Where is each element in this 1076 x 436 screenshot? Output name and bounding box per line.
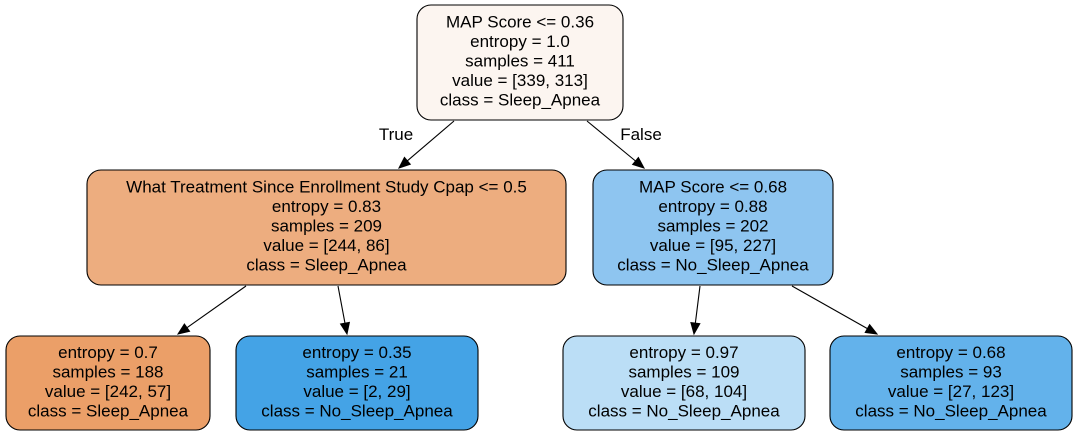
- edge-line: [337, 285, 346, 324]
- node-line: class = No_Sleep_Apnea: [261, 401, 453, 420]
- node-box: [562, 335, 806, 431]
- node-line: value = [244, 86]: [263, 236, 389, 255]
- edge-line: [694, 285, 701, 324]
- node-line: entropy = 0.7: [58, 343, 158, 362]
- node-line: entropy = 1.0: [470, 32, 570, 51]
- node-line: class = No_Sleep_Apnea: [617, 256, 809, 275]
- node-line: class = Sleep_Apnea: [28, 401, 189, 420]
- arrowhead: [339, 321, 351, 336]
- edges-layer: True False: [176, 120, 879, 336]
- arrowhead: [690, 321, 701, 336]
- tree-edge-left-leaf1: [176, 285, 247, 335]
- node-line: samples = 21: [306, 362, 408, 381]
- node-box: [592, 169, 834, 286]
- tree-edge-root-right: False: [586, 120, 662, 169]
- edge-label-false: False: [620, 125, 662, 144]
- node-line: value = [242, 57]: [45, 382, 171, 401]
- tree-edge-right-leaf3: [690, 285, 701, 336]
- node-line: value = [339, 313]: [452, 71, 588, 90]
- node-line: MAP Score <= 0.36: [446, 13, 594, 32]
- tree-node-left: What Treatment Since Enrollment Study Cp…: [86, 169, 567, 286]
- arrowhead: [397, 156, 412, 169]
- edge-line: [586, 120, 636, 162]
- node-box: [86, 169, 567, 286]
- node-line: entropy = 0.88: [658, 197, 767, 216]
- node-box: [235, 335, 479, 431]
- node-line: value = [68, 104]: [621, 382, 747, 401]
- node-box: [416, 4, 624, 121]
- node-line: samples = 202: [657, 217, 768, 236]
- node-line: samples = 209: [271, 217, 382, 236]
- node-line: samples = 93: [900, 362, 1002, 381]
- node-line: value = [27, 123]: [888, 382, 1014, 401]
- node-line: entropy = 0.35: [302, 343, 411, 362]
- edge-line: [791, 285, 868, 330]
- edge-line: [407, 120, 455, 162]
- tree-edge-root-left: True: [379, 120, 455, 169]
- node-line: entropy = 0.83: [272, 197, 381, 216]
- tree-edge-right-leaf4: [791, 285, 879, 335]
- arrowhead: [864, 323, 879, 335]
- node-line: MAP Score <= 0.68: [639, 178, 787, 197]
- node-line: samples = 109: [628, 362, 739, 381]
- node-line: entropy = 0.97: [629, 343, 738, 362]
- node-box: [5, 335, 211, 431]
- node-line: value = [2, 29]: [303, 382, 410, 401]
- arrowhead: [176, 323, 191, 335]
- tree-edge-left-leaf2: [337, 285, 351, 336]
- arrowhead: [631, 156, 646, 169]
- node-line: samples = 411: [465, 52, 575, 71]
- node-line: What Treatment Since Enrollment Study Cp…: [126, 178, 527, 197]
- node-line: class = Sleep_Apnea: [246, 256, 407, 275]
- node-box: [829, 335, 1073, 431]
- node-line: class = No_Sleep_Apnea: [588, 401, 780, 420]
- node-line: class = No_Sleep_Apnea: [855, 401, 1047, 420]
- node-line: value = [95, 227]: [650, 236, 776, 255]
- edge-label-true: True: [379, 125, 413, 144]
- edge-line: [186, 285, 247, 329]
- node-line: entropy = 0.68: [896, 343, 1005, 362]
- node-line: samples = 188: [52, 362, 163, 381]
- node-line: class = Sleep_Apnea: [440, 91, 601, 110]
